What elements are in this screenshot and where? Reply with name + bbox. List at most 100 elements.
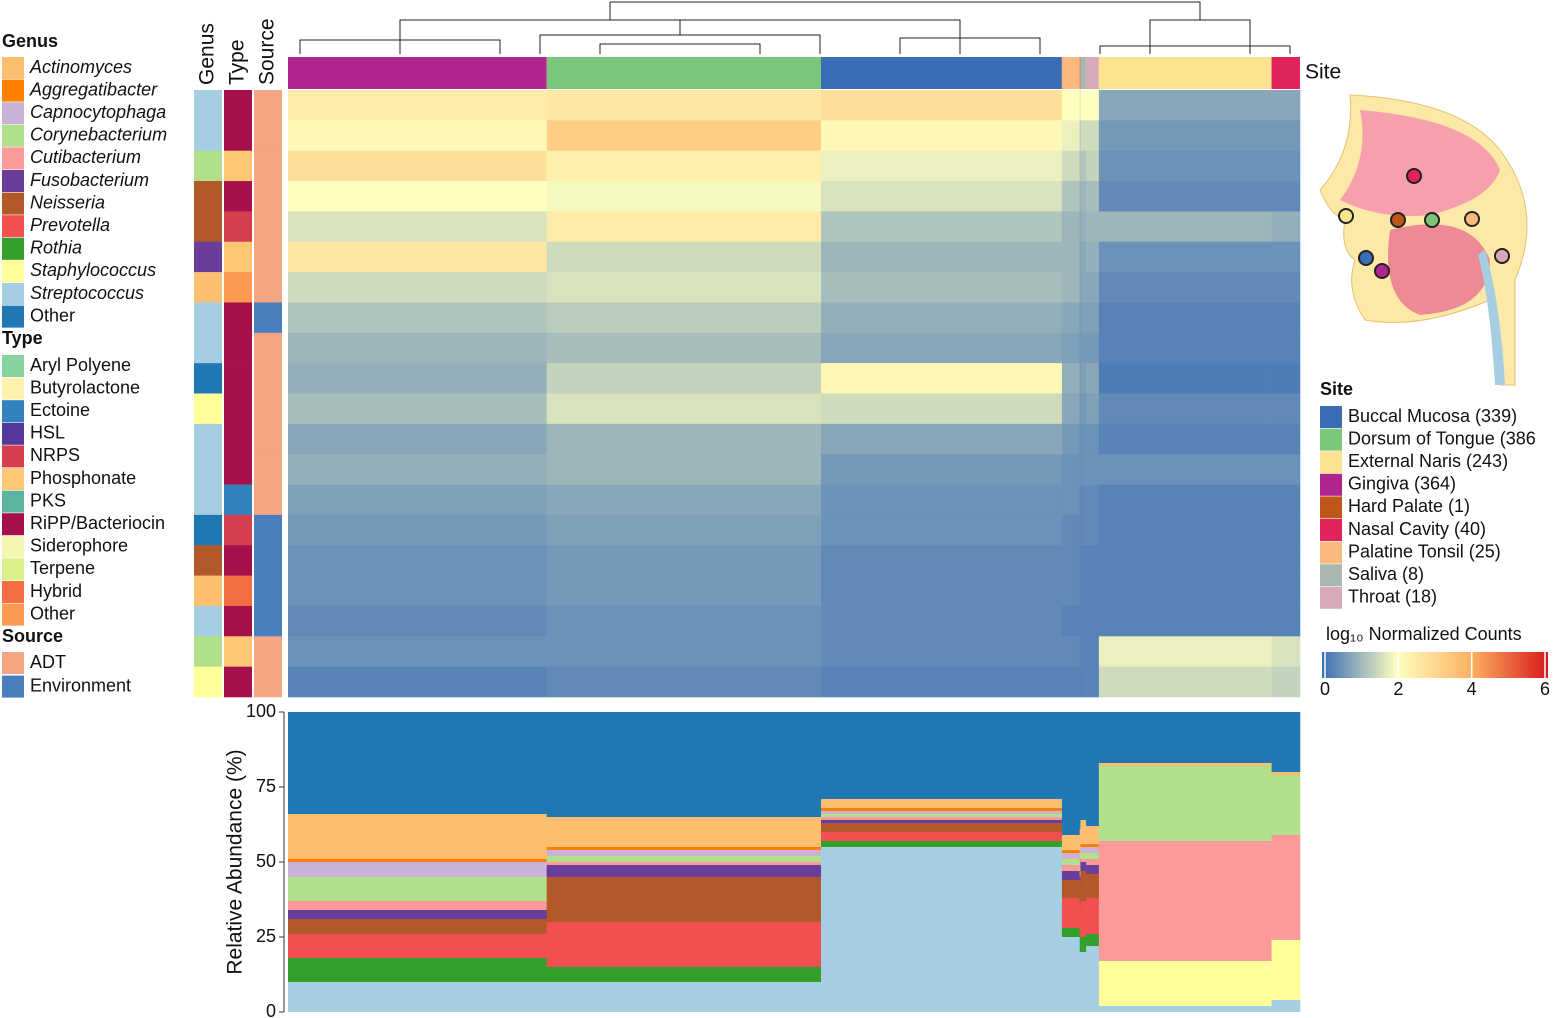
colorbar-tick-label: 2 (1393, 679, 1403, 699)
abundance-bar (1080, 862, 1087, 871)
heatmap-cell (1098, 272, 1272, 303)
row-annotation (224, 363, 252, 394)
legend-swatch (1320, 406, 1342, 428)
heatmap-cell (1061, 241, 1080, 273)
row-annotation (254, 120, 282, 151)
abundance-bar (288, 982, 547, 1012)
heatmap-cell (288, 363, 547, 394)
abundance-bar (1086, 844, 1100, 847)
row-annotation (194, 120, 222, 151)
legend-label: Fusobacterium (30, 170, 149, 190)
abundance-bar (288, 814, 547, 859)
heatmap-cell (1098, 211, 1272, 243)
row-annotation (224, 393, 252, 425)
abundance-bar (1079, 874, 1081, 877)
legend-swatch (2, 422, 24, 445)
heatmap-cell (1079, 545, 1081, 576)
heatmap-cell (1061, 332, 1080, 364)
heatmap-cell (546, 454, 822, 485)
heatmap-cell (288, 272, 547, 303)
legend-label: Saliva (8) (1348, 564, 1424, 584)
heatmap-cell (1098, 484, 1272, 516)
site-strip-cell (288, 57, 547, 89)
abundance-bar (1086, 898, 1100, 934)
legend-label: Streptococcus (30, 283, 144, 303)
heatmap-cell (1079, 514, 1081, 546)
legend-label: Butyrolactone (30, 377, 140, 397)
heatmap-cell (821, 363, 1063, 394)
heatmap-cell (1271, 423, 1301, 455)
abundance-bar (1061, 712, 1080, 835)
row-annotation (254, 666, 282, 698)
heatmap-cell (821, 332, 1063, 364)
heatmap-cell (288, 150, 547, 182)
heatmap-cell (1271, 90, 1301, 121)
heatmap-cell (1079, 332, 1081, 364)
heatmap-cell (1080, 120, 1087, 151)
abundance-bar (821, 832, 1063, 841)
legend-swatch (1320, 541, 1342, 564)
legend-label: Actinomyces (29, 57, 132, 77)
heatmap-cell (821, 514, 1063, 546)
abundance-bar (546, 922, 822, 967)
heatmap-cell (1079, 241, 1081, 273)
legend-label: Terpene (30, 558, 95, 578)
row-annotation (254, 605, 282, 637)
abundance-bar (1086, 946, 1100, 1012)
heatmap-cell (1080, 545, 1087, 576)
heatmap-cell (1079, 181, 1081, 212)
legend-swatch (2, 377, 24, 400)
abundance-bar (821, 811, 1063, 814)
heatmap-cell (1086, 454, 1100, 485)
row-annotation (254, 150, 282, 182)
abundance-bar (1079, 877, 1081, 883)
legend-swatch (1320, 473, 1342, 496)
heatmap-cell (1098, 666, 1272, 698)
heatmap-cell (288, 454, 547, 485)
row-annotation (254, 272, 282, 303)
legend-label: Other (30, 305, 75, 325)
row-annotation (224, 545, 252, 576)
heatmap-cell (1079, 211, 1081, 243)
heatmap-cell (1079, 393, 1081, 425)
heatmap-cell (1086, 605, 1100, 637)
abundance-bar (1086, 853, 1100, 859)
legend-label: Hybrid (30, 581, 82, 601)
heatmap-cell (1079, 150, 1081, 182)
heatmap-cell (1061, 150, 1080, 182)
abundance-bar (546, 865, 822, 877)
row-annotation (194, 90, 222, 121)
legend-label: ADT (30, 652, 66, 672)
row-annotation (254, 454, 282, 485)
heatmap-cell (821, 241, 1063, 273)
heatmap-cell (1061, 545, 1080, 576)
legend-swatch (2, 513, 24, 536)
heatmap-cell (1061, 484, 1080, 516)
heatmap-cell (288, 332, 547, 364)
heatmap-cell (1098, 605, 1272, 637)
heatmap-cell (1086, 484, 1100, 516)
legend-swatch (2, 558, 24, 581)
heatmap-cell (821, 545, 1063, 576)
abundance-bar (821, 841, 1063, 847)
heatmap-cell (1080, 302, 1087, 334)
legend-label: Aggregatibacter (29, 79, 158, 99)
legend-label: Neisseria (30, 192, 105, 212)
abundance-bar (1061, 859, 1080, 865)
row-annotation (194, 150, 222, 182)
heatmap-cell (1098, 90, 1272, 121)
dendrogram (299, 1, 1291, 54)
legend-label: Environment (30, 675, 131, 695)
heatmap-cell (1080, 423, 1087, 455)
heatmap-cell (1271, 575, 1301, 607)
heatmap-cell (1098, 241, 1272, 273)
abundance-bar (546, 982, 822, 1012)
heatmap-cell (546, 484, 822, 516)
heatmap-cell (1086, 636, 1100, 667)
heatmap-cell (1079, 272, 1081, 303)
heatmap-cell (1080, 272, 1087, 303)
abundance-bar (546, 712, 822, 817)
abundance-bar (1080, 952, 1087, 1012)
abundance-bar (1271, 775, 1301, 835)
abundance-bar (1079, 862, 1081, 868)
